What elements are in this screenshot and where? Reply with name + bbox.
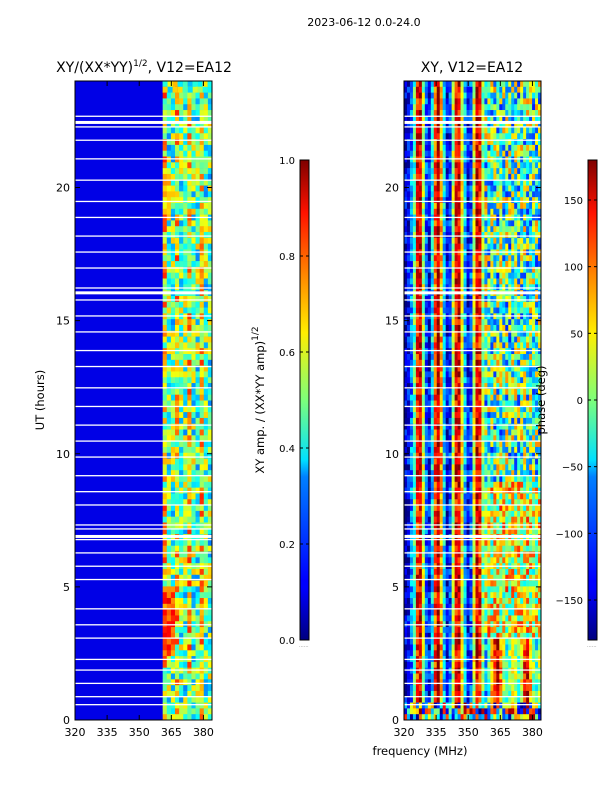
colorbar-tick-label: 0.8: [279, 252, 295, 263]
x-tick-label: 350: [458, 726, 479, 739]
right-ticks: 320 335 350 365 380 0 5 10 15 20: [385, 81, 543, 739]
x-tick-label: 335: [426, 726, 447, 739]
amp-colorbar: [299, 159, 310, 641]
y-tick-label: 10: [385, 448, 399, 461]
amp-colorbar-label: XY amp. / (XX*YY amp)1/2: [251, 326, 267, 473]
colorbar-tick-label: 100: [564, 263, 583, 274]
y-tick-label: 5: [392, 581, 399, 594]
amp-label-sup: 1/2: [251, 326, 261, 340]
phase-colorbar-label: phase (deg): [534, 365, 548, 434]
amp-colorbar-offset: ......: [299, 643, 309, 649]
y-tick-label: 20: [56, 182, 70, 195]
colorbar-tick-label: −50: [562, 463, 583, 474]
right-heatmap: [404, 81, 541, 720]
y-tick-label: 5: [63, 581, 70, 594]
x-tick-label: 320: [394, 726, 415, 739]
x-tick-label: 380: [193, 726, 214, 739]
colorbar-tick-label: 0.4: [279, 444, 295, 455]
left-panel-title: XY/(XX*YY)1/2, V12=EA12: [56, 59, 232, 76]
left-ticks: 320 335 350 365 380 0 5 10 15 20: [56, 81, 214, 739]
colorbar-tick-label: 0.6: [279, 348, 295, 359]
x-tick-label: 350: [129, 726, 150, 739]
colorbar-tick-label: 0.2: [279, 540, 295, 551]
x-tick-label: 335: [97, 726, 118, 739]
phase-colorbar-offset: ......: [587, 643, 597, 649]
left-title-sup: 1/2: [133, 59, 147, 69]
right-panel-title: XY, V12=EA12: [421, 60, 523, 76]
colorbar-tick-label: 1.0: [279, 156, 295, 167]
colorbar-tick-label: 0.0: [279, 636, 295, 647]
left-heatmap: [75, 81, 212, 720]
x-tick-label: 365: [161, 726, 182, 739]
y-tick-label: 15: [385, 315, 399, 328]
colorbar-tick-label: −150: [556, 596, 583, 607]
x-axis-label: frequency (MHz): [373, 744, 468, 758]
colorbar-tick-label: 50: [570, 329, 583, 340]
colorbar-tick-label: −100: [556, 529, 583, 540]
y-tick-label: 0: [392, 714, 399, 727]
x-tick-label: 320: [65, 726, 86, 739]
left-y-axis-label: UT (hours): [33, 370, 47, 430]
right-axes-frame: [403, 80, 542, 721]
y-tick-label: 15: [56, 315, 70, 328]
x-tick-label: 365: [490, 726, 511, 739]
left-axes-frame: [74, 80, 213, 721]
colorbar-tick-label: 150: [564, 196, 583, 207]
left-title-main: XY/(XX*YY): [56, 60, 133, 76]
x-tick-label: 380: [522, 726, 543, 739]
figure-suptitle: 2023-06-12 0.0-24.0: [307, 16, 420, 29]
colorbar-tick-label: 0: [577, 396, 583, 407]
left-title-suffix: , V12=EA12: [148, 60, 232, 76]
y-tick-label: 0: [63, 714, 70, 727]
y-tick-label: 20: [385, 182, 399, 195]
y-tick-label: 10: [56, 448, 70, 461]
colorbar-ticks: 0.0 0.2 0.4 0.6 0.8 1.0 −150 −100 −50 0 50 100 150: [279, 156, 597, 647]
amp-label-main: XY amp. / (XX*YY amp): [253, 341, 267, 474]
